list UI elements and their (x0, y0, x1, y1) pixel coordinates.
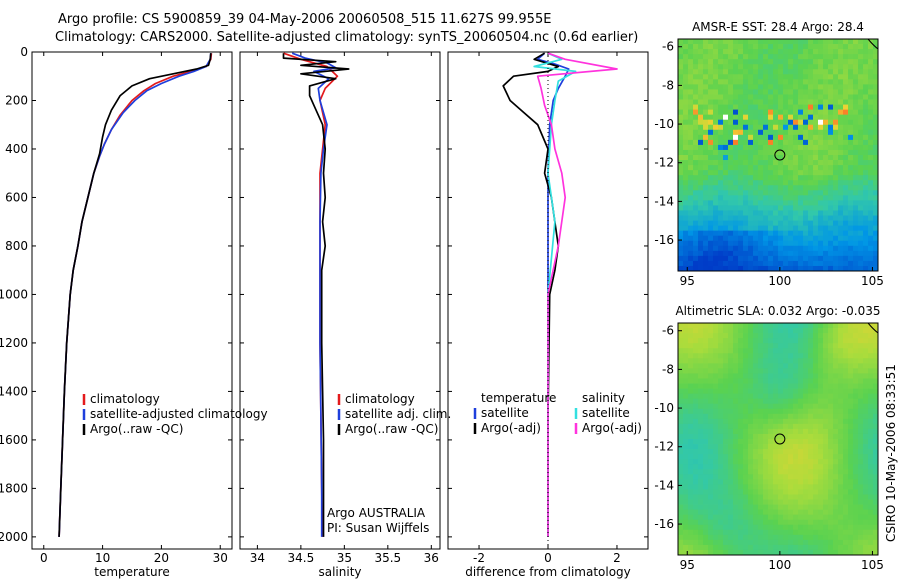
temperature-series-argo (58, 53, 212, 537)
sst_map-field (678, 39, 878, 271)
sst_map-ytick-label: -16 (654, 233, 674, 247)
temperature-xtick-label: 20 (154, 551, 169, 565)
temperature-ytick-label: 1200 (0, 336, 28, 350)
sla_map-ytick-label: -10 (654, 401, 674, 415)
difference-xlabel: difference from climatology (465, 565, 631, 579)
difference-legend-temp-satellite-label: satellite (481, 406, 529, 420)
salinity-axes-box (239, 51, 441, 550)
sst_map-ytick-label: -8 (662, 78, 674, 92)
sst_map-ytick-label: -12 (654, 156, 674, 170)
sla_map-ytick-label: -12 (654, 440, 674, 454)
sst_map-title: AMSR-E SST: 28.4 Argo: 28.4 (692, 20, 864, 34)
difference-series-temperature-satellite (536, 52, 570, 537)
salinity-series-climatology (283, 52, 339, 537)
difference-series-salinity-satellite (533, 52, 577, 537)
salinity-series-argo (282, 53, 350, 537)
sla_map-panel: Altimetric SLA: 0.032 Argo: -0.035 95 100 1… (654, 304, 884, 572)
figure-title-line2: Climatology: CARS2000. Satellite-adjuste… (55, 30, 639, 45)
salinity-annotation-float: Argo AUSTRALIA (327, 506, 426, 520)
temperature-ytick-label: 200 (5, 93, 28, 107)
sla_map-axes-box (677, 322, 879, 556)
sst_map-xtick-label: 100 (768, 274, 791, 288)
sla_map-xtick-label: 100 (768, 558, 791, 572)
sst_map-panel: AMSR-E SST: 28.4 Argo: 28.4 95 100 105 -6 -8 -… (654, 20, 884, 288)
temperature-xlabel: temperature (94, 565, 169, 579)
temperature-legend-1-label: satellite-adjusted climatology (90, 407, 268, 421)
sla_map-xtick-label: 105 (861, 558, 884, 572)
temperature-xtick-label: 0 (40, 551, 48, 565)
sst_map-xtick-label: 105 (861, 274, 884, 288)
sst_map-ytick-label: -6 (662, 40, 674, 54)
salinity-xtick-label: 35.5 (374, 551, 401, 565)
salinity-series-satellite (291, 52, 337, 537)
difference-series-salinity-argo-adj- (536, 52, 618, 537)
temperature-ytick-label: 600 (5, 190, 28, 204)
salinity-annotation-pi: PI: Susan Wijffels (327, 521, 429, 535)
sst_map-xtick-label: 95 (680, 274, 695, 288)
difference-legend-title-temperature: temperature (481, 391, 556, 405)
salinity-xtick-label: 35 (337, 551, 352, 565)
temperature-ytick-label: 1600 (0, 433, 28, 447)
temperature-ytick-label: 1800 (0, 481, 28, 495)
difference-legend-temp-argo-label: Argo(-adj) (481, 421, 541, 435)
temperature-ytick-label: 2000 (0, 530, 28, 544)
salinity-xtick-label: 34.5 (288, 551, 315, 565)
sla_map-ytick-label: -14 (654, 478, 674, 492)
sla_map-ytick-label: -6 (662, 324, 674, 338)
temperature-legend-0-label: climatology (90, 392, 160, 406)
salinity-legend-1-label: satellite adj. clim. (345, 407, 451, 421)
temperature-legend-2-label: Argo(..raw -QC) (90, 422, 183, 436)
difference-xtick-label: -2 (473, 551, 485, 565)
salinity-legend-2-label: Argo(..raw -QC) (345, 422, 438, 436)
temperature-panel: 0 10 20 30 temperature 0 200 400 600 800 1000 1200 1… (0, 45, 268, 579)
temperature-series-satellite (58, 53, 212, 537)
sla_map-ytick-label: -8 (662, 362, 674, 376)
temperature-xtick-label: 30 (213, 551, 228, 565)
salinity-xlabel: salinity (318, 565, 361, 579)
sla_map-xtick-label: 95 (680, 558, 695, 572)
sst_map-coastline (867, 38, 879, 50)
salinity-xtick-label: 34 (250, 551, 265, 565)
sst_map-float-marker (774, 149, 786, 161)
temperature-ytick-label: 800 (5, 239, 28, 253)
temperature-ytick-label: 1000 (0, 287, 28, 301)
sst_map-axes-box (677, 38, 879, 272)
difference-xtick-label: 0 (544, 551, 552, 565)
sla_map-title: Altimetric SLA: 0.032 Argo: -0.035 (675, 304, 880, 318)
difference-legend-sal-argo-label: Argo(-adj) (582, 421, 642, 435)
temperature-ytick-label: 400 (5, 142, 28, 156)
difference-xtick-label: 2 (613, 551, 621, 565)
temperature-axes-box (31, 51, 233, 550)
sst_map-ytick-label: -10 (654, 117, 674, 131)
temperature-xtick-label: 10 (95, 551, 110, 565)
salinity-xtick-label: 36 (424, 551, 439, 565)
salinity-legend-0-label: climatology (345, 392, 415, 406)
temperature-series-climatology (58, 53, 213, 537)
difference-legend-title-salinity: salinity (582, 391, 625, 405)
difference-legend-sal-satellite-label: satellite (582, 406, 630, 420)
sla_map-float-marker (774, 433, 786, 445)
temperature-ytick-label: 0 (20, 45, 28, 59)
difference-series-temperature-argo-adj- (502, 52, 560, 537)
sla_map-ytick-label: -16 (654, 517, 674, 531)
sla_map-coastline (867, 322, 879, 334)
figure-title-line1: Argo profile: CS 5900859_39 04-May-2006 … (58, 12, 552, 27)
sla_map-field (678, 323, 878, 555)
salinity-panel: 34 34.5 35 35.5 36 salinity climatologysatelli… (239, 51, 451, 579)
sst_map-ytick-label: -14 (654, 194, 674, 208)
temperature-ytick-label: 1400 (0, 384, 28, 398)
